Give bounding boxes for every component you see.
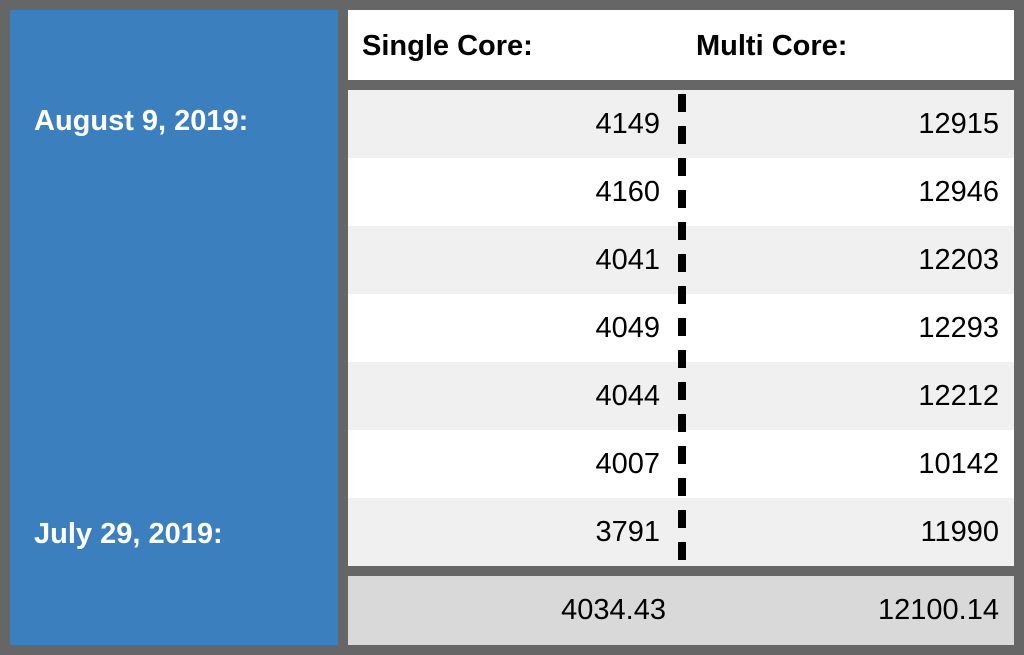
multi-core-cell: 11990 xyxy=(920,516,1000,548)
table-header: Single Core: Multi Core: xyxy=(348,10,1014,80)
single-core-cell: 4149 xyxy=(595,108,660,140)
average-cell: 4034.43 xyxy=(561,594,666,626)
column-header: Multi Core: xyxy=(696,30,848,62)
column-header: Single Core: xyxy=(362,30,533,62)
multi-core-cell: 12915 xyxy=(918,108,999,140)
average-cell: 12100.14 xyxy=(878,594,999,626)
multi-core-cell: 10142 xyxy=(918,448,999,480)
date-label: July 29, 2019: xyxy=(34,518,223,550)
single-core-cell: 4007 xyxy=(595,448,660,480)
single-core-cell: 4049 xyxy=(595,312,660,344)
single-core-cell: 3791 xyxy=(595,516,660,548)
date-label: August 9, 2019: xyxy=(34,105,249,137)
multi-core-cell: 12203 xyxy=(918,244,999,276)
multi-core-cell: 12293 xyxy=(918,312,999,344)
table-footer: 4034.43 12100.14 xyxy=(348,576,1014,645)
multi-core-cell: 12946 xyxy=(918,176,999,208)
single-core-cell: 4044 xyxy=(595,380,660,412)
multi-core-cell: 12212 xyxy=(918,380,999,412)
date-panel: August 9, 2019: July 29, 2019: xyxy=(10,10,338,645)
column-divider xyxy=(678,94,686,566)
single-core-cell: 4041 xyxy=(595,244,660,276)
single-core-cell: 4160 xyxy=(595,176,660,208)
